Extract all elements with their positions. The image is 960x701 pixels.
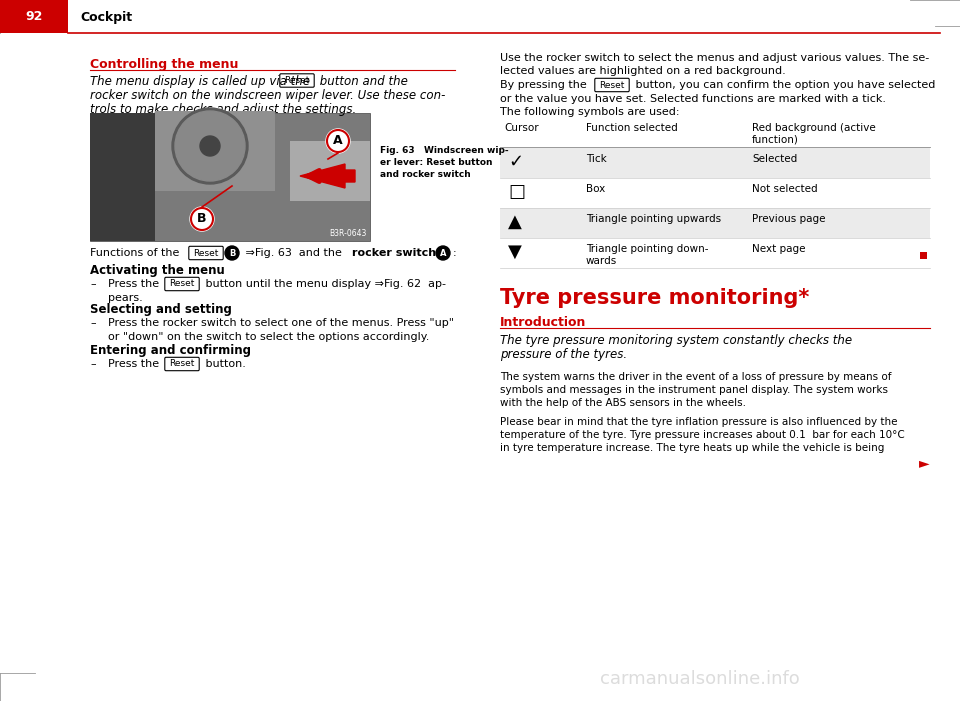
- Text: carmanualsonline.info: carmanualsonline.info: [600, 670, 800, 688]
- Text: pressure of the tyres.: pressure of the tyres.: [500, 348, 627, 361]
- Text: Press the rocker switch to select one of the menus. Press "up": Press the rocker switch to select one of…: [108, 318, 454, 328]
- Circle shape: [326, 129, 350, 153]
- Text: □: □: [508, 183, 525, 201]
- Text: trols to make checks and adjust the settings.: trols to make checks and adjust the sett…: [90, 103, 356, 116]
- FancyBboxPatch shape: [279, 74, 314, 87]
- Bar: [500, 208, 930, 238]
- Text: Controlling the menu: Controlling the menu: [90, 58, 238, 71]
- Circle shape: [436, 246, 450, 260]
- Text: The menu display is called up via the: The menu display is called up via the: [90, 75, 314, 88]
- Text: 92: 92: [25, 11, 42, 24]
- Text: symbols and messages in the instrument panel display. The system works: symbols and messages in the instrument p…: [500, 385, 888, 395]
- Text: Function selected: Function selected: [586, 123, 678, 133]
- Text: The following symbols are used:: The following symbols are used:: [500, 107, 680, 117]
- Text: button.: button.: [202, 359, 246, 369]
- Text: Next page: Next page: [752, 244, 805, 254]
- Text: function): function): [752, 135, 799, 145]
- Text: ►: ►: [920, 456, 930, 470]
- Text: Not selected: Not selected: [752, 184, 818, 194]
- Text: –: –: [90, 318, 96, 328]
- Text: –: –: [90, 279, 96, 289]
- Text: ▲: ▲: [508, 213, 522, 231]
- Text: Selecting and setting: Selecting and setting: [90, 303, 232, 316]
- Circle shape: [225, 246, 239, 260]
- Text: A: A: [333, 135, 343, 147]
- Bar: [920, 252, 927, 259]
- Text: with the help of the ABS sensors in the wheels.: with the help of the ABS sensors in the …: [500, 398, 746, 408]
- Text: Fig. 63   Windscreen wip-: Fig. 63 Windscreen wip-: [380, 146, 509, 155]
- Text: wards: wards: [586, 256, 617, 266]
- Bar: [500, 148, 930, 178]
- Text: Tyre pressure monitoring*: Tyre pressure monitoring*: [500, 288, 809, 308]
- Text: Press the: Press the: [108, 359, 162, 369]
- Text: rocker switch: rocker switch: [352, 248, 436, 258]
- Circle shape: [200, 136, 220, 156]
- Text: ⇒Fig. 63  and the: ⇒Fig. 63 and the: [242, 248, 346, 258]
- Text: ▼: ▼: [508, 243, 522, 261]
- Text: B: B: [228, 248, 235, 257]
- Text: ✓: ✓: [508, 153, 523, 171]
- Text: Press the: Press the: [108, 279, 162, 289]
- Text: Reset: Reset: [169, 360, 195, 369]
- Text: pears.: pears.: [108, 293, 143, 303]
- Text: lected values are highlighted on a red background.: lected values are highlighted on a red b…: [500, 66, 785, 76]
- FancyBboxPatch shape: [595, 79, 629, 92]
- Text: Previous page: Previous page: [752, 214, 826, 224]
- Text: Cursor: Cursor: [504, 123, 539, 133]
- FancyBboxPatch shape: [165, 358, 200, 371]
- Text: :: :: [453, 248, 457, 258]
- Text: temperature of the tyre. Tyre pressure increases about 0.1  bar for each 10°C: temperature of the tyre. Tyre pressure i…: [500, 430, 904, 440]
- Circle shape: [190, 207, 214, 231]
- Text: button and the: button and the: [316, 75, 408, 88]
- Polygon shape: [300, 164, 355, 188]
- Text: or the value you have set. Selected functions are marked with a tick.: or the value you have set. Selected func…: [500, 94, 886, 104]
- Text: Reset: Reset: [193, 248, 219, 257]
- Bar: [290, 141, 370, 201]
- Text: A: A: [440, 248, 446, 257]
- Text: Activating the menu: Activating the menu: [90, 264, 225, 277]
- Text: Use the rocker switch to select the menus and adjust various values. The se-: Use the rocker switch to select the menu…: [500, 53, 929, 63]
- Text: The tyre pressure monitoring system constantly checks the: The tyre pressure monitoring system cons…: [500, 334, 852, 347]
- Text: Cockpit: Cockpit: [80, 11, 132, 24]
- Bar: [155, 111, 275, 191]
- Text: –: –: [90, 359, 96, 369]
- Text: Functions of the: Functions of the: [90, 248, 182, 258]
- Text: Please bear in mind that the tyre inflation pressure is also influenced by the: Please bear in mind that the tyre inflat…: [500, 417, 898, 427]
- Text: er lever: Reset button: er lever: Reset button: [380, 158, 492, 167]
- Text: Reset: Reset: [599, 81, 625, 90]
- Text: Triangle pointing upwards: Triangle pointing upwards: [586, 214, 721, 224]
- Text: and rocker switch: and rocker switch: [380, 170, 470, 179]
- Text: Reset: Reset: [284, 76, 310, 85]
- Bar: [90, 113, 370, 241]
- Text: B3R-0643: B3R-0643: [329, 229, 367, 238]
- Text: Selected: Selected: [752, 154, 797, 164]
- Text: By pressing the: By pressing the: [500, 80, 590, 90]
- Text: in tyre temperature increase. The tyre heats up while the vehicle is being: in tyre temperature increase. The tyre h…: [500, 443, 884, 453]
- Bar: [0, 0, 68, 33]
- Text: button until the menu display ⇒Fig. 62  ap-: button until the menu display ⇒Fig. 62 a…: [202, 279, 446, 289]
- Circle shape: [175, 111, 245, 181]
- Text: The system warns the driver in the event of a loss of pressure by means of: The system warns the driver in the event…: [500, 372, 892, 382]
- FancyBboxPatch shape: [165, 278, 200, 291]
- Text: button, you can confirm the option you have selected: button, you can confirm the option you h…: [632, 80, 935, 90]
- Text: Box: Box: [586, 184, 605, 194]
- Text: rocker switch on the windscreen wiper lever. Use these con-: rocker switch on the windscreen wiper le…: [90, 89, 445, 102]
- Text: B: B: [197, 212, 206, 226]
- Text: Tick: Tick: [586, 154, 607, 164]
- Text: Reset: Reset: [169, 280, 195, 289]
- Text: Red background (active: Red background (active: [752, 123, 876, 133]
- Text: or "down" on the switch to select the options accordingly.: or "down" on the switch to select the op…: [108, 332, 429, 342]
- Circle shape: [172, 108, 248, 184]
- Bar: [90, 113, 155, 241]
- Text: Introduction: Introduction: [500, 316, 587, 329]
- Text: Entering and confirming: Entering and confirming: [90, 344, 251, 357]
- FancyBboxPatch shape: [189, 246, 223, 259]
- Text: Triangle pointing down-: Triangle pointing down-: [586, 244, 708, 254]
